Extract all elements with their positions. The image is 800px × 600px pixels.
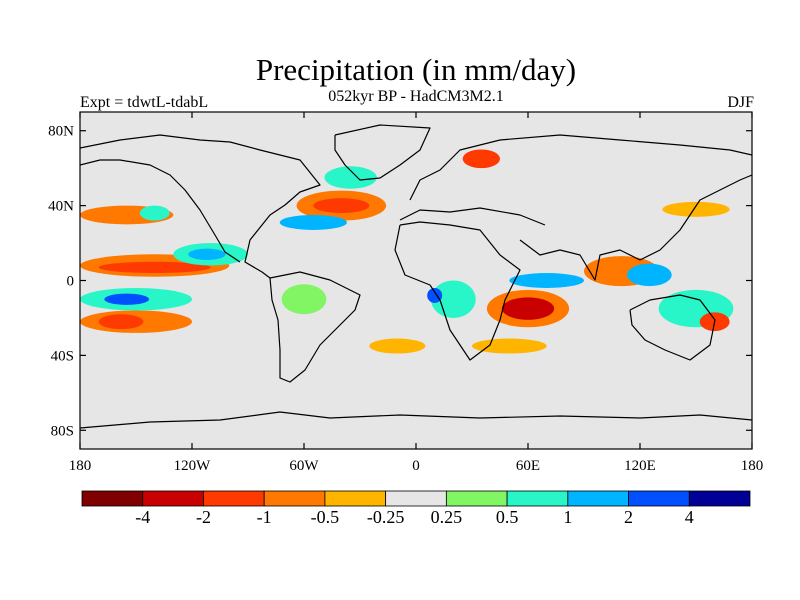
lon-tick-label-2: 60W: [289, 458, 319, 474]
anomaly-region-25: [662, 201, 730, 217]
coast-se-asia: [639, 174, 752, 261]
anomaly-region-19: [501, 297, 555, 320]
coast-greenland: [334, 124, 431, 181]
colorbar-label-3: -0.5: [311, 507, 340, 527]
season-label: DJF: [727, 94, 754, 111]
anomaly-region-17: [427, 287, 443, 303]
lon-tick-label-5: 120E: [624, 458, 656, 474]
anomaly-region-14: [98, 314, 144, 330]
colorbar-label-5: 0.25: [431, 507, 463, 527]
coast-alaska-west: [80, 159, 241, 263]
colorbar-label-6: 0.5: [496, 507, 519, 527]
anomaly-region-8: [98, 261, 211, 274]
colorbar-swatch-8: [567, 490, 629, 507]
axes: 80N 40N 0 40S 80S 180 120W 60W 0 60E 120E 180: [48, 112, 763, 474]
coast-antarctica: [80, 411, 752, 429]
lat-tick-label-1: 40N: [48, 199, 74, 215]
lat-tick-label-3: 40S: [51, 348, 74, 364]
colorbar-swatch-5: [385, 490, 447, 507]
coast-eurasia-north: [409, 134, 752, 201]
colorbar-swatch-1: [142, 490, 204, 507]
anomaly-region-20: [509, 273, 584, 288]
colorbar-label-1: -2: [196, 507, 211, 527]
anomaly-region-27: [369, 338, 426, 354]
colorbar-swatch-2: [203, 490, 265, 507]
lat-tick-label-4: 80S: [51, 423, 74, 439]
lon-tick-label-0: 180: [69, 458, 92, 474]
experiment-label: Expt = tdwtL-tdabL: [80, 94, 209, 111]
colorbar-swatch-9: [628, 490, 690, 507]
anomaly-region-10: [188, 248, 226, 260]
coast-europe-south: [399, 207, 546, 226]
colorbar-label-9: 4: [685, 507, 694, 527]
coast-india: [519, 239, 641, 281]
colorbar-label-4: -0.25: [367, 507, 405, 527]
lon-tick-label-3: 0: [412, 458, 420, 474]
coast-south-america: [269, 271, 361, 383]
colorbar-swatch-3: [263, 490, 326, 507]
anomaly-region-26: [472, 338, 547, 354]
anomaly-region-3: [313, 198, 370, 214]
lon-tick-label-4: 60E: [516, 458, 540, 474]
colorbar: -4 -2 -1 -0.5 -0.25 0.25 0.5 1 2 4: [81, 490, 751, 527]
anomaly-region-1: [324, 166, 377, 189]
coast-africa: [394, 221, 521, 361]
coastlines: [80, 124, 752, 429]
map-subtitle: 052kyr BP - HadCM3M2.1: [328, 88, 504, 105]
anomaly-region-4: [279, 214, 347, 230]
colorbar-swatch-10: [688, 490, 751, 507]
lon-tick-label-1: 120W: [174, 458, 212, 474]
anomaly-region-0: [462, 149, 501, 169]
lon-tick-label-6: 180: [741, 458, 764, 474]
anomaly-region-15: [281, 284, 327, 315]
anomaly-region-12: [104, 293, 150, 305]
map-title: Precipitation (in mm/day): [255, 52, 577, 87]
colorbar-swatch-0: [81, 490, 144, 507]
coast-australia: [629, 294, 716, 361]
anomaly-region-6: [139, 205, 170, 221]
lat-tick-label-2: 0: [67, 274, 75, 290]
anomaly-region-16: [430, 280, 476, 318]
lat-tick-label-0: 80N: [48, 124, 74, 140]
anomaly-region-22: [626, 263, 672, 287]
colorbar-label-7: 1: [563, 507, 572, 527]
coast-north-america: [80, 134, 321, 279]
colorbar-label-0: -4: [135, 507, 150, 527]
colorbar-swatch-6: [445, 490, 508, 507]
colorbar-swatch-4: [324, 490, 387, 507]
colorbar-label-8: 2: [624, 507, 633, 527]
colorbar-label-2: -1: [257, 507, 272, 527]
colorbar-swatch-7: [506, 490, 569, 507]
anomaly-layer: [80, 149, 734, 354]
